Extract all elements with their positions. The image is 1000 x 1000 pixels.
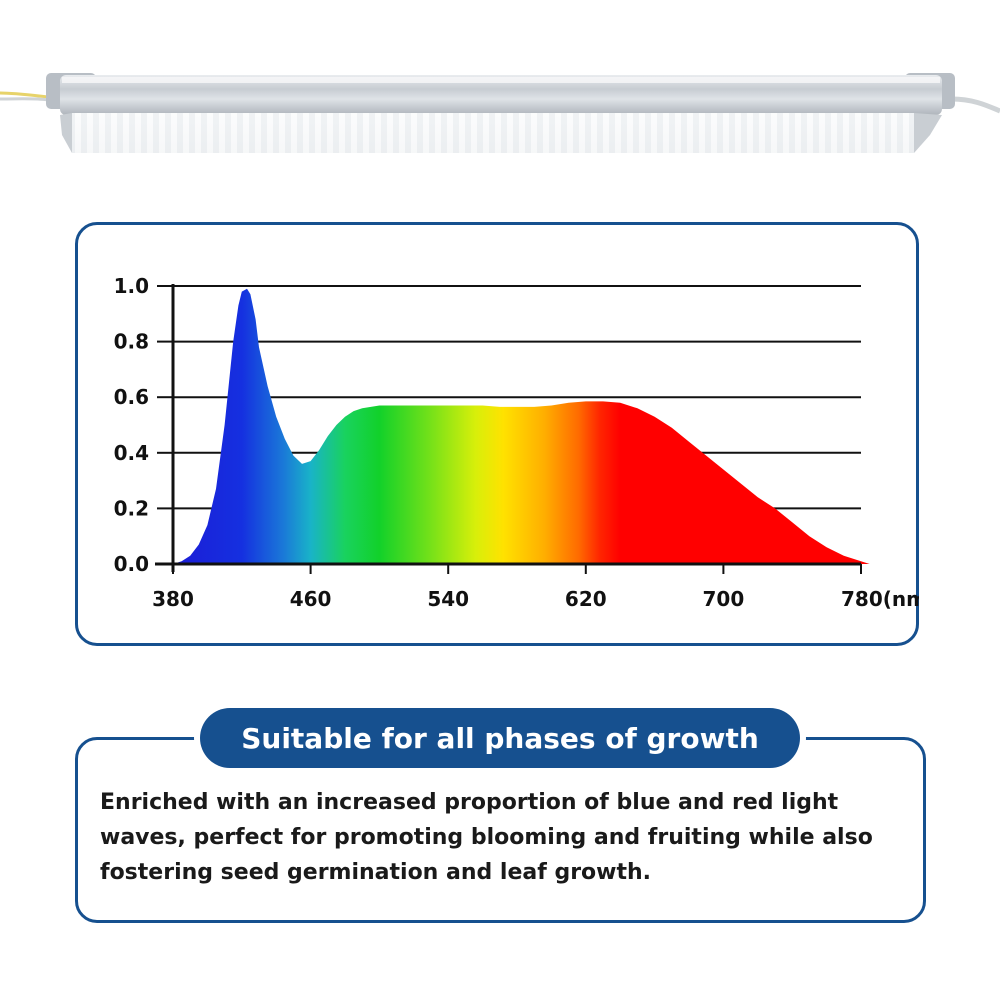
info-body-text: Enriched with an increased proportion of… bbox=[100, 790, 873, 885]
left-cable bbox=[0, 91, 49, 99]
right-cable bbox=[951, 96, 1000, 114]
y-tick-labels: 0.0 0.2 0.4 0.6 0.8 1.0 bbox=[114, 274, 149, 576]
y-tick-label: 0.8 bbox=[114, 330, 149, 354]
y-tick-label: 1.0 bbox=[114, 274, 149, 298]
y-tick-label: 0.2 bbox=[114, 496, 149, 520]
axes bbox=[155, 284, 862, 574]
x-tick-label: 380 bbox=[152, 587, 194, 611]
spectrum-area bbox=[173, 288, 870, 564]
spectrum-chart: 0.0 0.2 0.4 0.6 0.8 1.0 380 460 540 620 700 780(nm… bbox=[114, 274, 919, 611]
y-tick-label: 0.4 bbox=[114, 441, 149, 465]
x-tick-label: 620 bbox=[565, 587, 607, 611]
info-box bbox=[75, 737, 926, 923]
grow-light-fixture-image bbox=[0, 73, 1000, 153]
info-title-pill: Suitable for all phases of growth bbox=[200, 708, 800, 768]
x-tick-labels: 380 460 540 620 700 780(nm) bbox=[152, 587, 919, 611]
x-tick-label: 780(nm) bbox=[841, 587, 919, 611]
info-title: Suitable for all phases of growth bbox=[241, 721, 759, 755]
x-tick-label: 460 bbox=[290, 587, 332, 611]
y-tick-label: 0.6 bbox=[114, 385, 149, 409]
x-tick-label: 540 bbox=[427, 587, 469, 611]
x-tick-label: 700 bbox=[703, 587, 745, 611]
tube-body bbox=[60, 75, 942, 115]
y-tick-label: 0.0 bbox=[114, 552, 149, 576]
